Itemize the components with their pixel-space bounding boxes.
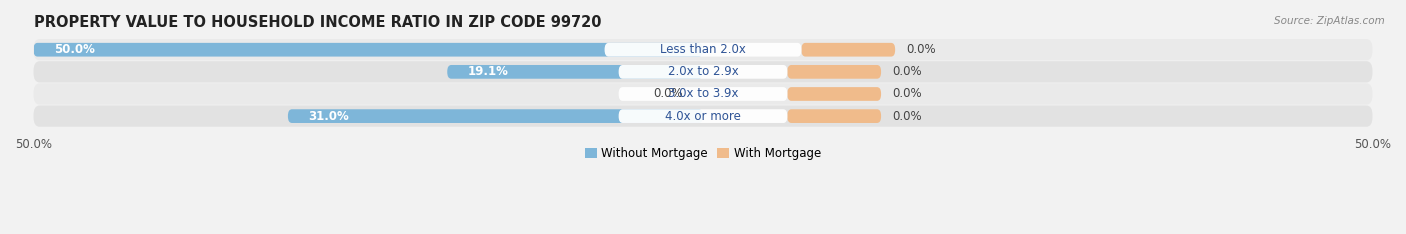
Text: Less than 2.0x: Less than 2.0x bbox=[659, 43, 747, 56]
FancyBboxPatch shape bbox=[787, 65, 882, 79]
FancyBboxPatch shape bbox=[605, 43, 801, 57]
FancyBboxPatch shape bbox=[787, 109, 882, 123]
Legend: Without Mortgage, With Mortgage: Without Mortgage, With Mortgage bbox=[581, 142, 825, 165]
FancyBboxPatch shape bbox=[34, 106, 1372, 127]
FancyBboxPatch shape bbox=[619, 87, 787, 101]
Text: 50.0%: 50.0% bbox=[53, 43, 94, 56]
Text: 31.0%: 31.0% bbox=[308, 110, 349, 123]
FancyBboxPatch shape bbox=[619, 65, 787, 79]
FancyBboxPatch shape bbox=[34, 83, 1372, 105]
FancyBboxPatch shape bbox=[801, 43, 896, 57]
Text: 0.0%: 0.0% bbox=[891, 88, 921, 100]
FancyBboxPatch shape bbox=[619, 109, 787, 123]
Text: 4.0x or more: 4.0x or more bbox=[665, 110, 741, 123]
Text: 0.0%: 0.0% bbox=[891, 110, 921, 123]
FancyBboxPatch shape bbox=[34, 43, 703, 57]
Text: PROPERTY VALUE TO HOUSEHOLD INCOME RATIO IN ZIP CODE 99720: PROPERTY VALUE TO HOUSEHOLD INCOME RATIO… bbox=[34, 15, 600, 30]
Text: Source: ZipAtlas.com: Source: ZipAtlas.com bbox=[1274, 16, 1385, 26]
Text: 19.1%: 19.1% bbox=[467, 65, 508, 78]
Text: 0.0%: 0.0% bbox=[654, 88, 683, 100]
Text: 2.0x to 2.9x: 2.0x to 2.9x bbox=[668, 65, 738, 78]
FancyBboxPatch shape bbox=[34, 61, 1372, 82]
Text: 0.0%: 0.0% bbox=[891, 65, 921, 78]
Text: 3.0x to 3.9x: 3.0x to 3.9x bbox=[668, 88, 738, 100]
FancyBboxPatch shape bbox=[447, 65, 703, 79]
FancyBboxPatch shape bbox=[288, 109, 703, 123]
Text: 0.0%: 0.0% bbox=[905, 43, 935, 56]
FancyBboxPatch shape bbox=[787, 87, 882, 101]
FancyBboxPatch shape bbox=[34, 39, 1372, 60]
